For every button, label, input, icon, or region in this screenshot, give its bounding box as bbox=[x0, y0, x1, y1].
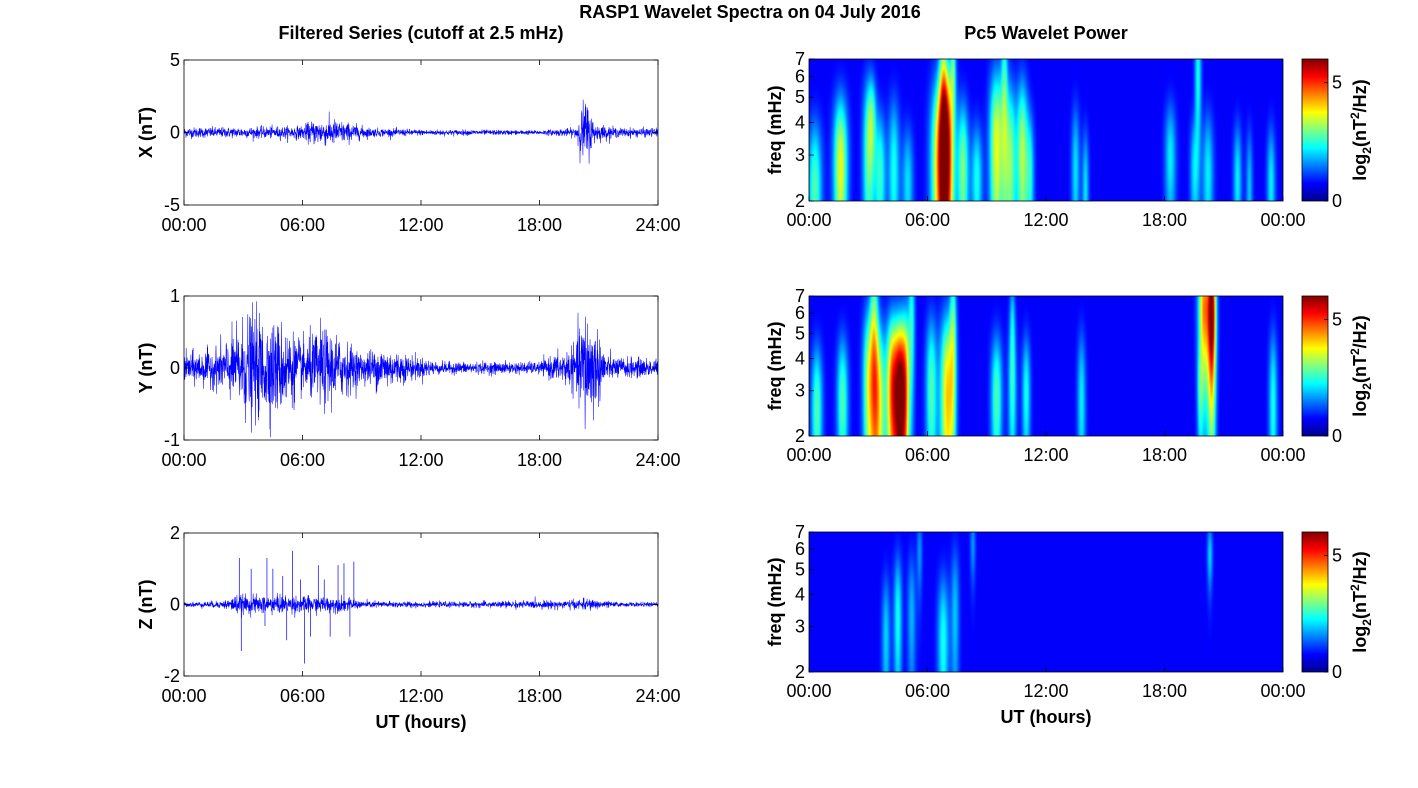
right-column-title: Pc5 Wavelet Power bbox=[964, 23, 1127, 43]
ts-x-trace bbox=[184, 99, 658, 164]
wavelet-x-colorbar bbox=[1301, 58, 1329, 202]
ts-x-ylabel: X (nT) bbox=[136, 107, 156, 158]
wavelet-z-ytick-label: 7 bbox=[795, 522, 805, 542]
ts-z-ytick-label: -2 bbox=[164, 666, 180, 686]
ts-x-xtick-label: 12:00 bbox=[398, 215, 443, 235]
ts-y-xtick-label: 24:00 bbox=[635, 450, 680, 470]
ts-y-xtick-label: 00:00 bbox=[161, 450, 206, 470]
wavelet-y-ytick-label: 3 bbox=[795, 381, 805, 401]
wavelet-x-ylabel: freq (mHz) bbox=[765, 85, 785, 174]
wavelet-y-colorbar-tick-label: 0 bbox=[1332, 426, 1342, 446]
ts-z-ytick-label: 2 bbox=[170, 523, 180, 543]
wavelet-x-ytick-label: 7 bbox=[795, 49, 805, 69]
ts-y-ytick-label: 0 bbox=[170, 358, 180, 378]
ts-y-xtick-label: 06:00 bbox=[280, 450, 325, 470]
wavelet-z-ytick-label: 5 bbox=[795, 560, 805, 580]
wavelet-x-ytick-label: 3 bbox=[795, 145, 805, 165]
wavelet-y-heatmap bbox=[809, 296, 1283, 436]
ts-z-ytick-label: 0 bbox=[170, 595, 180, 615]
wavelet-y-xtick-label: 12:00 bbox=[1023, 445, 1068, 465]
wavelet-x-heatmap bbox=[809, 59, 1283, 201]
ts-y-ytick-label: -1 bbox=[164, 430, 180, 450]
wavelet-z-ylabel: freq (mHz) bbox=[765, 557, 785, 646]
ts-z-xtick-label: 06:00 bbox=[280, 686, 325, 706]
wavelet-y-ytick-label: 6 bbox=[795, 303, 805, 323]
wavelet-z-xtick-label: 18:00 bbox=[1142, 681, 1187, 701]
ts-y-trace bbox=[184, 301, 658, 438]
wavelet-y-ytick-label: 4 bbox=[795, 349, 805, 369]
ts-z-xlabel: UT (hours) bbox=[376, 712, 467, 732]
wavelet-y-xtick-label: 18:00 bbox=[1142, 445, 1187, 465]
figure-title: RASP1 Wavelet Spectra on 04 July 2016 bbox=[579, 2, 921, 22]
wavelet-x-colorbar-tick-label: 5 bbox=[1332, 73, 1342, 93]
ts-y-xtick-label: 18:00 bbox=[517, 450, 562, 470]
ts-z-xtick-label: 00:00 bbox=[161, 686, 206, 706]
wavelet-x-ytick-label: 5 bbox=[795, 87, 805, 107]
wavelet-z-xtick-label: 00:00 bbox=[1260, 681, 1305, 701]
wavelet-x-colorbar-tick-label: 0 bbox=[1332, 191, 1342, 211]
wavelet-z-colorbar-label: log2(nT2/Hz) bbox=[1348, 551, 1374, 652]
ts-z-xtick-label: 24:00 bbox=[635, 686, 680, 706]
ts-x-ytick-label: 0 bbox=[170, 123, 180, 143]
ts-x-xtick-label: 18:00 bbox=[517, 215, 562, 235]
ts-z-xtick-label: 12:00 bbox=[398, 686, 443, 706]
wavelet-z-colorbar-tick-label: 5 bbox=[1332, 545, 1342, 565]
wavelet-x-colorbar-label: log2(nT2/Hz) bbox=[1348, 79, 1374, 180]
wavelet-y-ytick-label: 7 bbox=[795, 286, 805, 306]
wavelet-z-xtick-label: 06:00 bbox=[905, 681, 950, 701]
wavelet-z-ytick-label: 3 bbox=[795, 617, 805, 637]
wavelet-y-xtick-label: 06:00 bbox=[905, 445, 950, 465]
wavelet-y-colorbar-label: log2(nT2/Hz) bbox=[1348, 315, 1374, 416]
wavelet-x-xtick-label: 00:00 bbox=[786, 210, 831, 230]
wavelet-y-ytick-label: 5 bbox=[795, 324, 805, 344]
ts-z-trace bbox=[184, 592, 658, 619]
wavelet-z-ytick-label: 6 bbox=[795, 539, 805, 559]
wavelet-y-colorbar bbox=[1301, 295, 1329, 437]
ts-z-ylabel: Z (nT) bbox=[136, 580, 156, 630]
wavelet-y-xtick-label: 00:00 bbox=[1260, 445, 1305, 465]
wavelet-x-xtick-label: 12:00 bbox=[1023, 210, 1068, 230]
wavelet-x-xtick-label: 00:00 bbox=[1260, 210, 1305, 230]
ts-x-ytick-label: 5 bbox=[170, 50, 180, 70]
ts-z-xtick-label: 18:00 bbox=[517, 686, 562, 706]
ts-y-ytick-label: 1 bbox=[170, 286, 180, 306]
ts-x-xtick-label: 24:00 bbox=[635, 215, 680, 235]
wavelet-y-xtick-label: 00:00 bbox=[786, 445, 831, 465]
wavelet-y-ytick-label: 2 bbox=[795, 426, 805, 446]
wavelet-x-ytick-label: 4 bbox=[795, 112, 805, 132]
ts-x-xtick-label: 06:00 bbox=[280, 215, 325, 235]
wavelet-y-ylabel: freq (mHz) bbox=[765, 321, 785, 410]
wavelet-z-xtick-label: 12:00 bbox=[1023, 681, 1068, 701]
wavelet-y-colorbar-tick-label: 5 bbox=[1332, 309, 1342, 329]
wavelet-z-colorbar bbox=[1301, 531, 1329, 673]
wavelet-x-ytick-label: 2 bbox=[795, 191, 805, 211]
wavelet-x-xtick-label: 18:00 bbox=[1142, 210, 1187, 230]
wavelet-z-colorbar-tick-label: 0 bbox=[1332, 662, 1342, 682]
left-column-title: Filtered Series (cutoff at 2.5 mHz) bbox=[278, 23, 563, 43]
ts-x-ytick-label: -5 bbox=[164, 195, 180, 215]
ts-x-xtick-label: 00:00 bbox=[161, 215, 206, 235]
wavelet-x-xtick-label: 06:00 bbox=[905, 210, 950, 230]
wavelet-z-ytick-label: 2 bbox=[795, 662, 805, 682]
ts-y-xtick-label: 12:00 bbox=[398, 450, 443, 470]
wavelet-x-ytick-label: 6 bbox=[795, 66, 805, 86]
wavelet-z-xlabel: UT (hours) bbox=[1001, 707, 1092, 727]
ts-y-ylabel: Y (nT) bbox=[136, 343, 156, 394]
wavelet-z-xtick-label: 00:00 bbox=[786, 681, 831, 701]
wavelet-z-ytick-label: 4 bbox=[795, 585, 805, 605]
wavelet-z-heatmap bbox=[809, 532, 1283, 672]
